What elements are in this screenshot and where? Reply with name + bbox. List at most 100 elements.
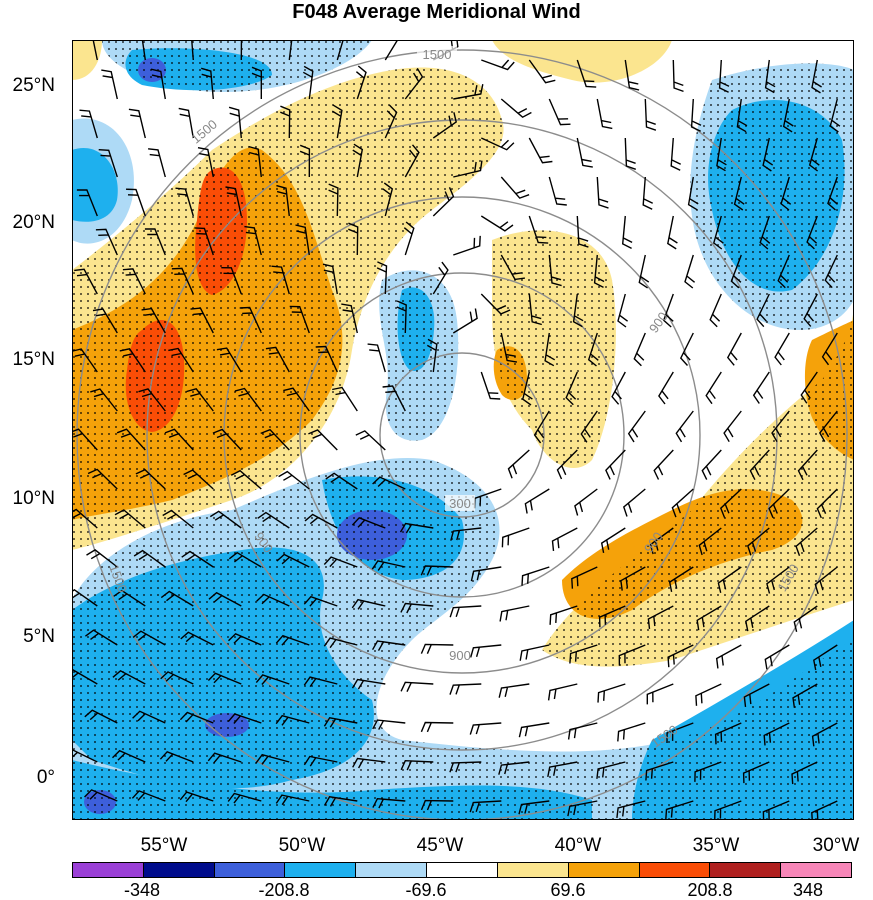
wind-barb (403, 221, 415, 256)
lon-label-55w: 55°W (140, 835, 188, 856)
wind-barb (576, 137, 593, 168)
wind-barb (420, 565, 454, 576)
wind-barb (528, 215, 549, 244)
wind-barb (576, 215, 589, 248)
wind-barb (745, 605, 770, 632)
wind-barb (768, 488, 790, 518)
wind-barb (180, 631, 214, 646)
wind-barb (617, 722, 646, 742)
wind-barb (470, 566, 502, 582)
wind-barb (288, 40, 293, 61)
wind-barb (797, 449, 818, 481)
wind-barb (821, 332, 838, 366)
wind-barb (128, 108, 146, 139)
wind-barb (675, 410, 694, 443)
wind-barb (813, 644, 838, 671)
wind-barb (684, 254, 696, 289)
wind-barb (164, 428, 194, 451)
lon-label-40w: 40°W (554, 835, 602, 856)
wind-barb (723, 410, 742, 443)
wind-barb (518, 722, 550, 738)
wind-barb (420, 721, 454, 733)
wind-barb (743, 683, 770, 707)
wind-barb (500, 254, 525, 281)
wind-barb (400, 602, 434, 614)
wind-barb (95, 228, 118, 256)
wind-barb (572, 293, 584, 328)
wind-barb (239, 306, 262, 334)
wind-barb (162, 509, 194, 529)
wind-barb (548, 254, 562, 287)
wind-barb (818, 410, 838, 442)
wind-barb (622, 488, 646, 517)
wind-barb (183, 469, 214, 490)
wind-barb (367, 343, 386, 373)
wind-barb (372, 476, 406, 490)
wind-barb (308, 429, 338, 451)
wind-barb (500, 332, 518, 363)
colorbar-label: 348 (792, 880, 824, 900)
wind-barb (714, 722, 742, 745)
wind-barb (98, 149, 118, 178)
wind-barb (522, 371, 533, 406)
wind-barb (449, 761, 482, 773)
wind-barb (221, 267, 242, 295)
wind-barb (624, 137, 637, 170)
wind-barb (782, 98, 794, 133)
wind-barb (498, 761, 530, 775)
wind-barb (800, 371, 818, 404)
wind-barb (766, 566, 790, 594)
wind-barb (209, 510, 242, 529)
wind-barb (216, 347, 242, 373)
wind-barb (178, 107, 194, 139)
wind-barb (481, 137, 515, 151)
wind-barb (323, 796, 358, 807)
wind-barb (480, 371, 501, 400)
wind-barb (528, 293, 542, 326)
wind-barb (160, 590, 194, 607)
wind-barb (618, 644, 646, 666)
wind-barb (276, 184, 290, 217)
wind-barb (696, 605, 722, 631)
wind-barb (72, 669, 98, 685)
wind-barb (384, 40, 399, 61)
wind-barb (141, 40, 146, 61)
wind-barb (150, 68, 166, 100)
wind-barb (480, 215, 514, 232)
wind-barb (749, 449, 770, 481)
wind-barb (404, 67, 424, 100)
wind-barb (644, 98, 657, 131)
wind-barb (207, 672, 242, 685)
wind-barb (175, 187, 194, 217)
wind-barb (186, 387, 214, 412)
wind-barb (275, 714, 310, 726)
wind-barb (194, 227, 214, 256)
wind-barb (86, 549, 118, 568)
colorbar (72, 862, 852, 878)
wind-barb (667, 644, 694, 668)
wind-barb (764, 59, 776, 94)
wind-barb (687, 176, 699, 211)
wind-barb (159, 750, 194, 763)
wind-barb (171, 267, 194, 295)
wind-barb (501, 527, 530, 548)
wind-barb (580, 410, 598, 443)
wind-barb (201, 67, 214, 100)
wind-barb (548, 98, 571, 126)
wind-barb (528, 137, 553, 164)
colorbar-label: -348 (123, 880, 161, 900)
wind-barb (547, 683, 578, 701)
wind-barb (611, 371, 626, 405)
wind-barb (698, 527, 722, 556)
wind-barb (756, 293, 770, 328)
wind-barb (131, 790, 166, 802)
wind-barb (498, 683, 530, 698)
wind-barb (716, 137, 727, 172)
colorbar-swatch (73, 863, 144, 877)
wind-barb (593, 254, 605, 289)
wind-barb (576, 59, 597, 88)
wind-barb (827, 176, 838, 211)
wind-barb (400, 681, 434, 692)
wind-barb (565, 371, 578, 406)
colorbar-swatch (285, 863, 357, 877)
